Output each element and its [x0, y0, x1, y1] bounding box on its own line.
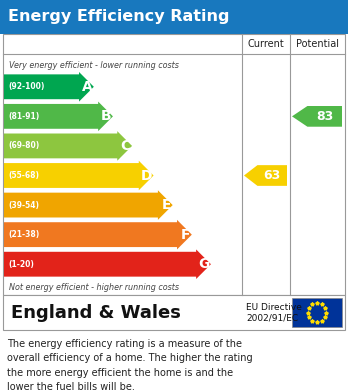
Polygon shape — [4, 220, 192, 249]
Text: D: D — [141, 169, 153, 183]
Text: B: B — [101, 109, 112, 123]
Polygon shape — [4, 161, 153, 190]
Text: Very energy efficient - lower running costs: Very energy efficient - lower running co… — [9, 61, 179, 70]
Text: A: A — [82, 80, 93, 94]
Bar — [3, 34, 345, 295]
Polygon shape — [4, 249, 211, 279]
Polygon shape — [4, 102, 113, 131]
Text: Potential: Potential — [296, 39, 339, 49]
Polygon shape — [4, 190, 173, 220]
Text: England & Wales: England & Wales — [11, 303, 181, 321]
Text: The energy efficiency rating is a measure of the
overall efficiency of a home. T: The energy efficiency rating is a measur… — [7, 339, 253, 391]
Text: (1-20): (1-20) — [8, 260, 34, 269]
Text: (39-54): (39-54) — [8, 201, 39, 210]
Text: C: C — [120, 139, 130, 153]
Text: (69-80): (69-80) — [8, 142, 39, 151]
Text: G: G — [199, 257, 210, 271]
Text: (81-91): (81-91) — [8, 112, 39, 121]
Text: 63: 63 — [263, 169, 281, 182]
Text: Not energy efficient - higher running costs: Not energy efficient - higher running co… — [9, 283, 179, 292]
Text: F: F — [180, 228, 190, 242]
Bar — [3, 295, 345, 330]
Text: (55-68): (55-68) — [8, 171, 39, 180]
Text: (21-38): (21-38) — [8, 230, 39, 239]
Text: Current: Current — [248, 39, 284, 49]
Text: EU Directive
2002/91/EC: EU Directive 2002/91/EC — [246, 303, 302, 322]
Polygon shape — [292, 106, 342, 127]
Polygon shape — [244, 165, 287, 186]
Text: 83: 83 — [316, 110, 333, 123]
Bar — [0, 0, 348, 34]
Text: Energy Efficiency Rating: Energy Efficiency Rating — [8, 9, 229, 25]
Text: (92-100): (92-100) — [8, 82, 45, 91]
Bar — [292, 298, 342, 327]
Polygon shape — [4, 131, 132, 161]
Text: E: E — [161, 198, 171, 212]
Polygon shape — [4, 72, 94, 102]
